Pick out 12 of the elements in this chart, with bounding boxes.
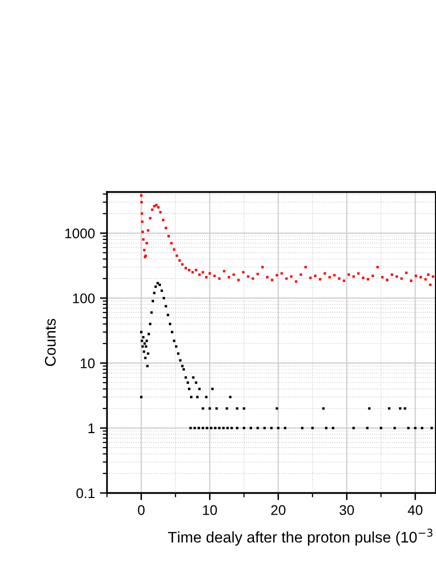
x-tick-label: 30 bbox=[340, 505, 354, 516]
x-tick-label: 20 bbox=[271, 505, 286, 516]
y-tick-label: 0.1 bbox=[76, 488, 95, 498]
y-tick-label: 10 bbox=[80, 358, 95, 368]
y-tick-label: 1 bbox=[88, 424, 95, 434]
x-tick-label: 10 bbox=[203, 505, 217, 516]
x-axis-title: Time dealy after the proton pulse (10$^{−3}$ bbox=[168, 528, 432, 546]
x-tick-label: 0 bbox=[138, 505, 145, 516]
y-tick-label: 1000 bbox=[65, 228, 95, 238]
y-axis-title: Counts bbox=[44, 318, 56, 366]
x-tick-label: 40 bbox=[408, 505, 422, 516]
y-tick-label: 100 bbox=[73, 293, 95, 304]
